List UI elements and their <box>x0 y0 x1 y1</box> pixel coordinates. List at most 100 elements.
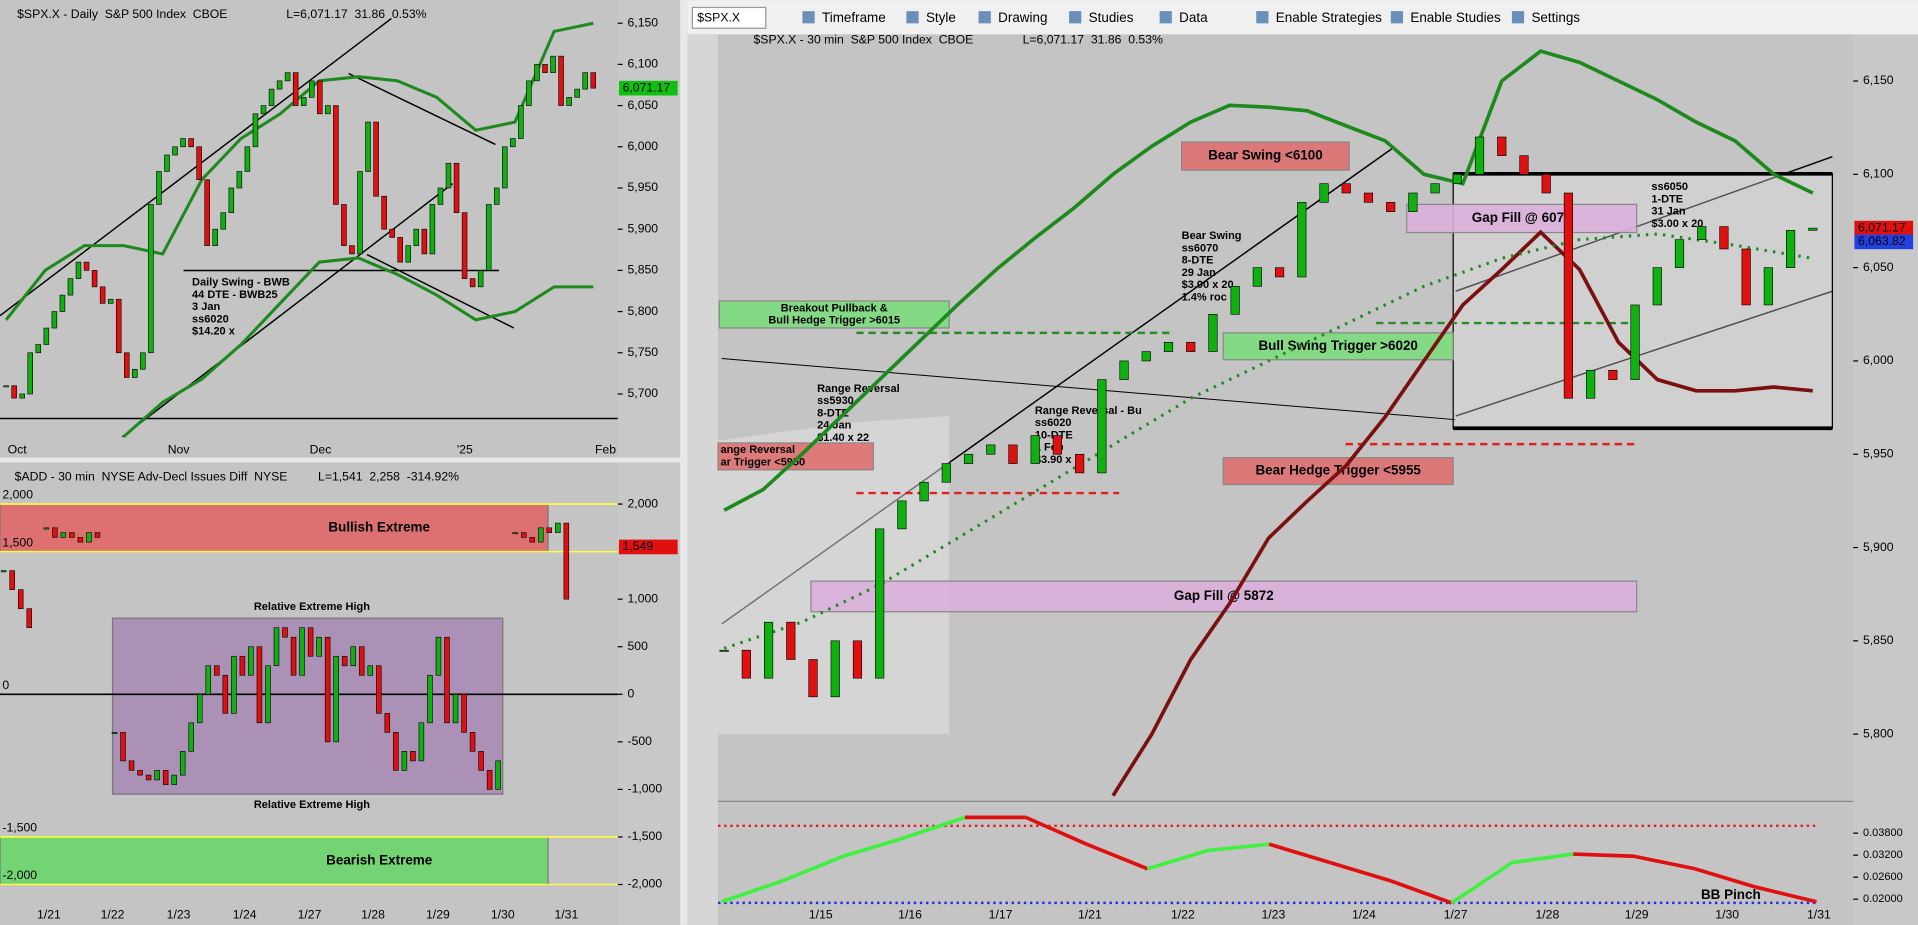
toolbar-button[interactable]: Settings <box>1531 10 1580 25</box>
price-tag <box>1854 234 1914 250</box>
candle <box>502 146 508 189</box>
candle <box>11 385 17 399</box>
y-tick-label: 0 <box>628 687 635 701</box>
candle <box>137 770 143 776</box>
candle <box>214 665 220 676</box>
candle <box>260 105 267 115</box>
candle <box>381 195 387 230</box>
candle <box>128 760 135 771</box>
y-tick-label: 6,050 <box>628 98 659 112</box>
candle <box>421 228 428 255</box>
toolbar-button[interactable]: Enable Strategies <box>1276 10 1382 25</box>
annotation: Bull Swing Trigger >6020 <box>1258 338 1417 353</box>
candle <box>140 352 146 370</box>
annotation: BB Pinch <box>1701 887 1761 902</box>
indicator-line <box>1268 842 1331 865</box>
candle <box>307 627 314 657</box>
band-line <box>723 232 1814 650</box>
x-tick-label: 1/17 <box>989 907 1013 921</box>
annotation-box <box>1222 332 1454 361</box>
price-tag <box>618 80 678 96</box>
candle <box>154 770 160 781</box>
candle <box>461 693 467 733</box>
candle <box>1563 192 1573 399</box>
candle <box>107 298 114 304</box>
y-tick-label: 5,800 <box>1863 726 1894 740</box>
candle <box>115 298 122 354</box>
candle <box>1541 174 1551 194</box>
symbol-box[interactable] <box>691 6 767 29</box>
faint-note: 1-DTE <box>1651 193 1683 205</box>
x-tick-label: 1/22 <box>101 907 125 921</box>
candle <box>1608 369 1618 380</box>
zone <box>0 836 549 886</box>
candle <box>244 146 251 172</box>
indicator-line <box>1208 842 1270 853</box>
toolbar-button[interactable]: Enable Studies <box>1410 10 1501 25</box>
candle <box>1674 239 1685 268</box>
candle <box>563 522 570 600</box>
toolbar-button[interactable]: Data <box>1179 10 1208 25</box>
y-tick-label: -2,000 <box>628 877 663 891</box>
candle <box>60 532 67 538</box>
annotation: Gap Fill @ 6075 <box>1472 210 1572 225</box>
faint-note: ss6070 <box>1182 242 1219 254</box>
candle <box>830 640 840 698</box>
candle <box>763 621 774 679</box>
symbol-input[interactable]: $SPX.X <box>697 11 740 25</box>
annotation: Breakout Pullback & <box>781 302 888 314</box>
candle <box>180 138 186 148</box>
toolbar-button[interactable]: Studies <box>1089 10 1134 25</box>
candle <box>19 393 25 399</box>
faint-note: $14.20 x <box>192 326 236 338</box>
candle <box>485 204 492 271</box>
x-tick-label: 1/21 <box>37 907 61 921</box>
x-tick-label: 1/16 <box>898 907 922 921</box>
candle <box>256 646 263 724</box>
x-tick-label: 1/30 <box>491 907 515 921</box>
zone-note: Relative Extreme High <box>254 601 370 613</box>
candle <box>919 481 929 502</box>
trendline <box>1455 290 1833 417</box>
trendline <box>348 72 496 146</box>
y-tick-label: 5,800 <box>628 304 659 318</box>
candle <box>477 270 484 288</box>
candle <box>333 105 339 205</box>
price-tag-label: 1,549 <box>623 539 654 553</box>
x-tick-label: 1/29 <box>1625 907 1649 921</box>
candle <box>325 105 331 115</box>
chart-quote: L=6,071.17 31.86 0.53% <box>1023 33 1163 47</box>
candle <box>75 261 82 279</box>
candle <box>546 527 553 533</box>
candle <box>486 770 493 790</box>
candle <box>435 636 442 676</box>
annotation: Bull Hedge Trigger >6015 <box>768 315 900 327</box>
level-label: 0 <box>2 678 9 692</box>
toolbar-button[interactable]: Timeframe <box>822 10 886 25</box>
toolbar-button[interactable]: Style <box>926 10 956 25</box>
x-tick-label: 1/24 <box>233 907 257 921</box>
candle <box>529 537 535 543</box>
x-tick-label: Dec <box>310 443 332 457</box>
candle <box>1519 155 1529 175</box>
candle <box>365 121 371 172</box>
toolbar-button[interactable]: Drawing <box>998 10 1047 25</box>
annotation: Gap Fill @ 5872 <box>1174 588 1274 603</box>
candle <box>444 636 450 724</box>
price-tag-label: 6,071.17 <box>1858 220 1906 234</box>
candle <box>91 270 98 288</box>
price-tag-label: 6,063.82 <box>1858 234 1906 248</box>
candle <box>495 760 501 790</box>
candle <box>228 187 235 214</box>
x-tick-label: 1/29 <box>426 907 450 921</box>
candle <box>188 722 194 752</box>
candle <box>1430 183 1440 194</box>
y-tick-label: 5,900 <box>628 221 659 235</box>
indicator-line <box>1085 842 1149 871</box>
y-tick-label: 5,950 <box>628 180 659 194</box>
candle <box>453 162 460 214</box>
chart-title: $ADD - 30 min NYSE Adv-Decl Issues Diff … <box>15 469 288 483</box>
level-label: -2,000 <box>2 868 37 882</box>
candle <box>1474 136 1485 175</box>
band-line <box>1111 229 1813 797</box>
